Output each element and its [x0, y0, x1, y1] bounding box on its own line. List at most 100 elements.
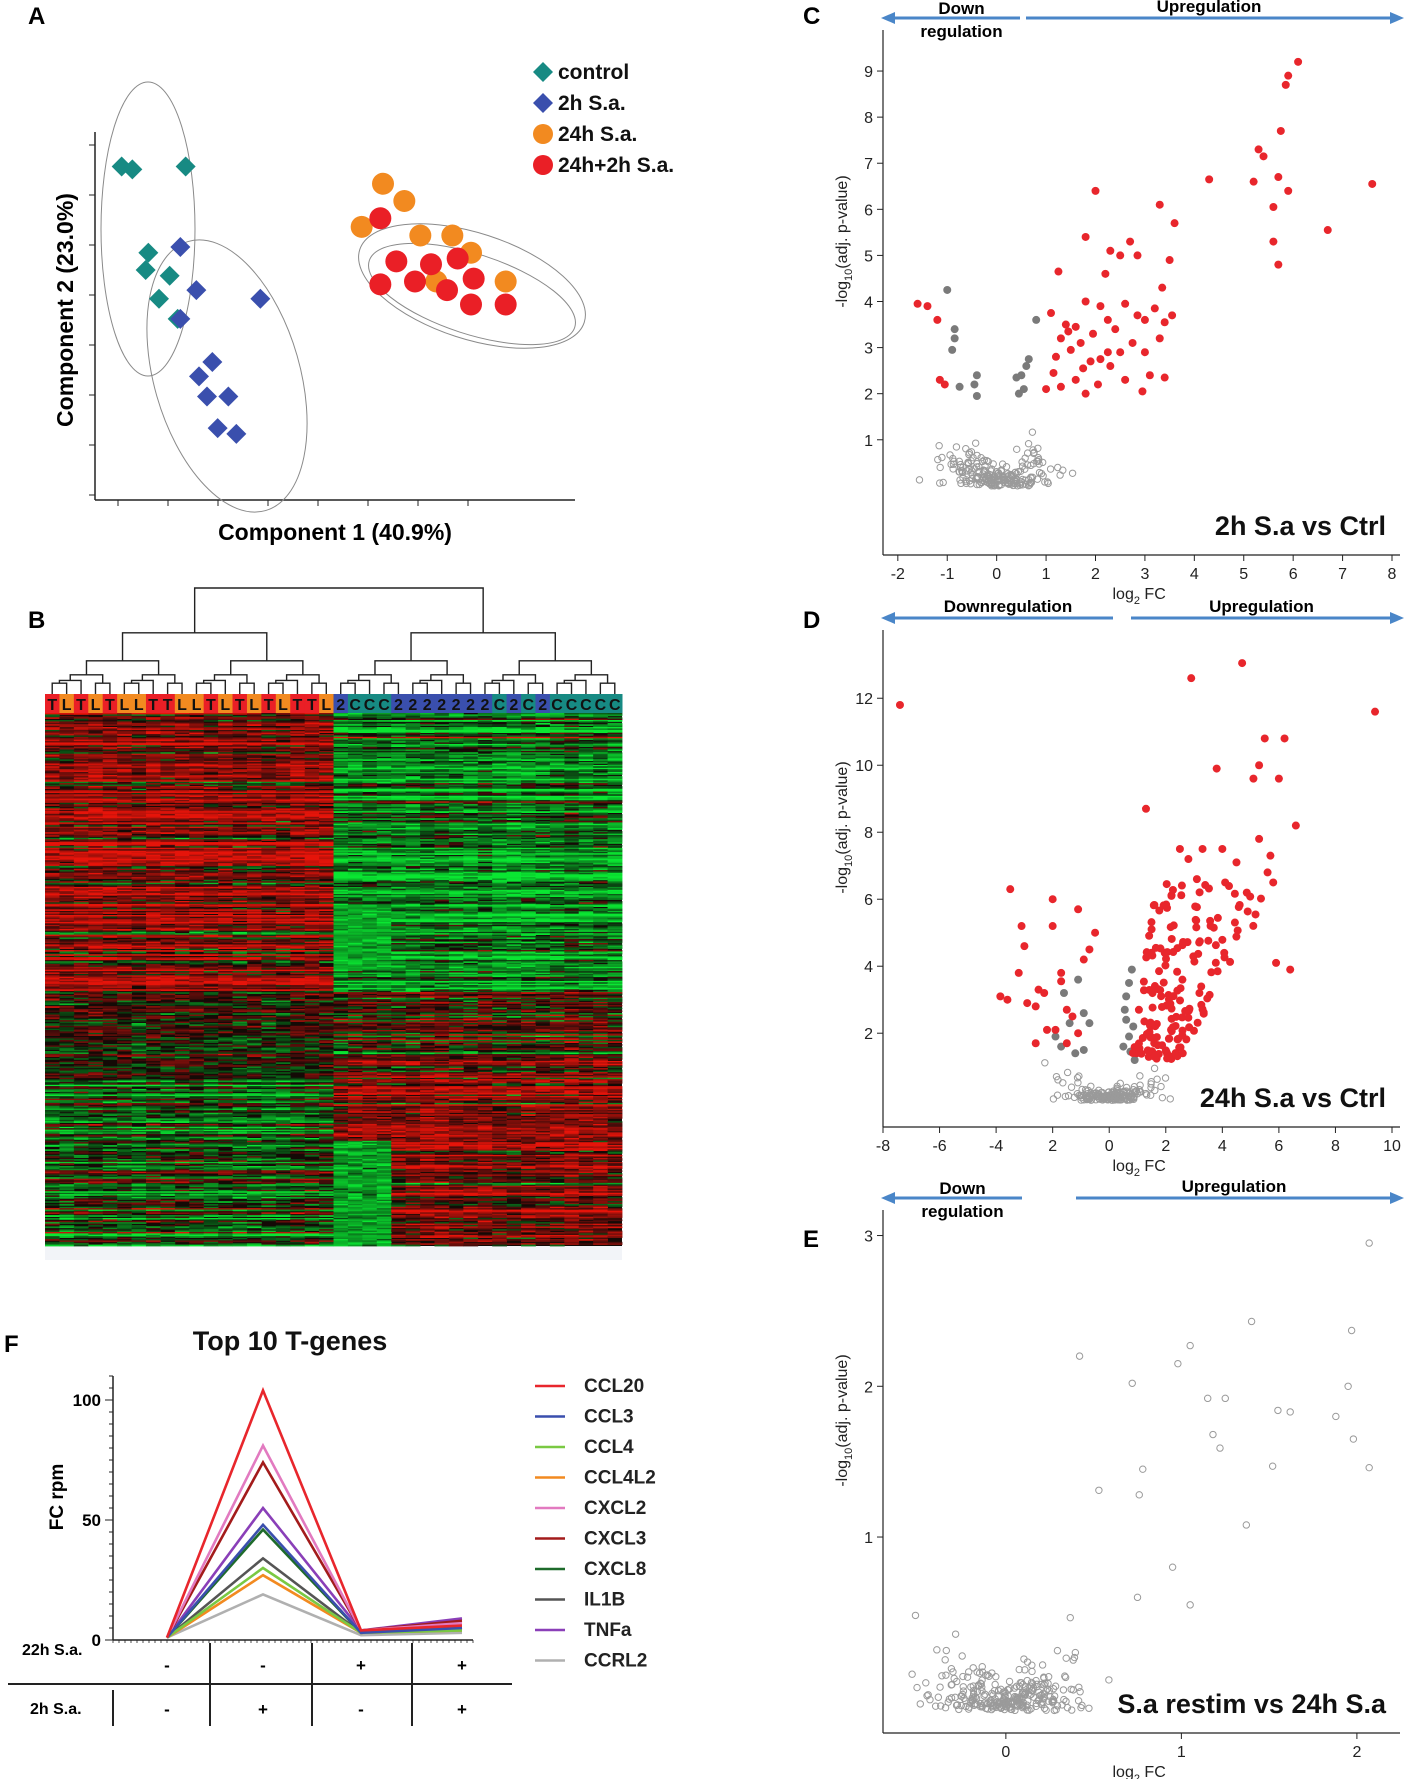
- heatmap-cell: [391, 753, 407, 756]
- heatmap-cell: [448, 787, 464, 790]
- heatmap-cell: [189, 799, 205, 802]
- heatmap-cell: [73, 762, 89, 764]
- heatmap-cell: [45, 778, 60, 781]
- heatmap-cell: [333, 801, 349, 804]
- heatmap-cell: [145, 771, 161, 774]
- heatmap-cell: [261, 713, 277, 715]
- heatmap-cell: [232, 837, 248, 840]
- heatmap-cell: [391, 725, 407, 728]
- heatmap-cell: [261, 743, 277, 746]
- heatmap-cell: [506, 739, 522, 742]
- heatmap-cell: [434, 728, 450, 731]
- heatmap-cell: [593, 797, 608, 799]
- heatmap-cell: [564, 900, 580, 903]
- heatmap-cell: [477, 850, 493, 853]
- heatmap-cell: [347, 812, 363, 815]
- heatmap-cell: [59, 843, 75, 846]
- heatmap-cell: [88, 774, 104, 777]
- heatmap-cell: [492, 745, 507, 748]
- heatmap-cell: [347, 762, 363, 764]
- heatmap-cell: [160, 830, 176, 833]
- heatmap-cell: [492, 809, 507, 812]
- heatmap-cell: [607, 791, 623, 794]
- heatmap-cell: [391, 815, 407, 818]
- heatmap-cell: [174, 784, 190, 787]
- heatmap-cell: [131, 728, 147, 731]
- heatmap-cell: [578, 833, 594, 836]
- heatmap-cell: [593, 835, 608, 837]
- heatmap-cell: [362, 868, 378, 871]
- heatmap-cell: [564, 757, 580, 760]
- heatmap-cell: [232, 781, 248, 784]
- heatmap-cell: [362, 815, 378, 818]
- heatmap-cell: [160, 844, 176, 847]
- heatmap-cell: [73, 729, 89, 732]
- heatmap-cell: [607, 766, 623, 769]
- heatmap-cell: [477, 759, 493, 762]
- heatmap-cell: [564, 713, 580, 715]
- heatmap-cell: [477, 806, 493, 809]
- heatmap-cell: [131, 780, 147, 783]
- heatmap-cell: [290, 738, 306, 741]
- heatmap-cell: [131, 790, 147, 792]
- heatmap-cell: [333, 795, 349, 798]
- heatmap-cell: [549, 750, 565, 753]
- pca-point-2h-s-a-: [202, 352, 223, 372]
- heatmap-cell: [376, 798, 392, 801]
- heatmap-cell: [174, 757, 190, 760]
- heatmap-cell: [102, 822, 118, 825]
- heatmap-cell: [376, 801, 392, 804]
- heatmap-cell: [347, 818, 363, 820]
- heatmap-cell: [174, 799, 190, 802]
- heatmap-cell: [564, 776, 580, 778]
- heatmap-cell: [492, 725, 507, 728]
- heatmap-cell: [319, 822, 334, 825]
- heatmap-cell: [405, 776, 421, 778]
- heatmap-cell: [376, 739, 392, 742]
- heatmap-cell: [45, 735, 60, 738]
- heatmap-cell: [593, 715, 608, 718]
- heatmap-cell: [102, 732, 118, 735]
- heatmap-cell: [203, 717, 219, 720]
- heatmap-cell: [405, 738, 421, 741]
- heatmap-cell: [88, 759, 104, 762]
- heatmap-cell: [131, 799, 147, 802]
- heatmap-cell: [160, 748, 176, 750]
- heatmap-cell: [506, 745, 522, 748]
- heatmap-cell: [492, 781, 507, 784]
- heatmap-cell: [362, 749, 378, 752]
- heatmap-cell: [261, 731, 277, 734]
- heatmap-cell: [535, 749, 551, 752]
- heatmap-cell: [463, 724, 479, 727]
- heatmap-cell: [333, 811, 349, 813]
- heatmap-cell: [391, 832, 407, 835]
- heatmap-cell: [463, 792, 479, 795]
- heatmap-cell: [246, 748, 262, 750]
- heatmap-cell: [463, 797, 479, 799]
- heatmap-cell: [564, 746, 580, 749]
- heatmap-cell: [405, 760, 421, 763]
- dendrogram-link: [419, 679, 443, 694]
- heatmap-cell: [290, 822, 306, 825]
- heatmap-cell: [477, 797, 493, 799]
- heatmap-cell: [521, 826, 536, 829]
- heatmap-cell: [131, 785, 147, 788]
- heatmap-cell: [506, 767, 522, 770]
- heatmap-cell: [73, 835, 89, 837]
- heatmap-cell: [246, 718, 262, 721]
- heatmap-cell: [477, 769, 493, 771]
- heatmap-cell: [319, 799, 334, 802]
- heatmap-cell: [203, 781, 219, 784]
- heatmap-cell: [218, 773, 233, 776]
- heatmap-cell: [117, 806, 132, 809]
- heatmap-cell: [521, 778, 536, 781]
- heatmap-cell: [506, 764, 522, 767]
- heatmap-cell: [304, 770, 320, 773]
- heatmap-cell: [333, 721, 349, 724]
- heatmap-cell: [564, 811, 580, 813]
- heatmap-cell: [160, 791, 176, 794]
- heatmap-cell: [304, 749, 320, 752]
- 2h-ellipse: [146, 239, 308, 513]
- heatmap-cell: [261, 797, 277, 799]
- heatmap-cell: [434, 799, 450, 802]
